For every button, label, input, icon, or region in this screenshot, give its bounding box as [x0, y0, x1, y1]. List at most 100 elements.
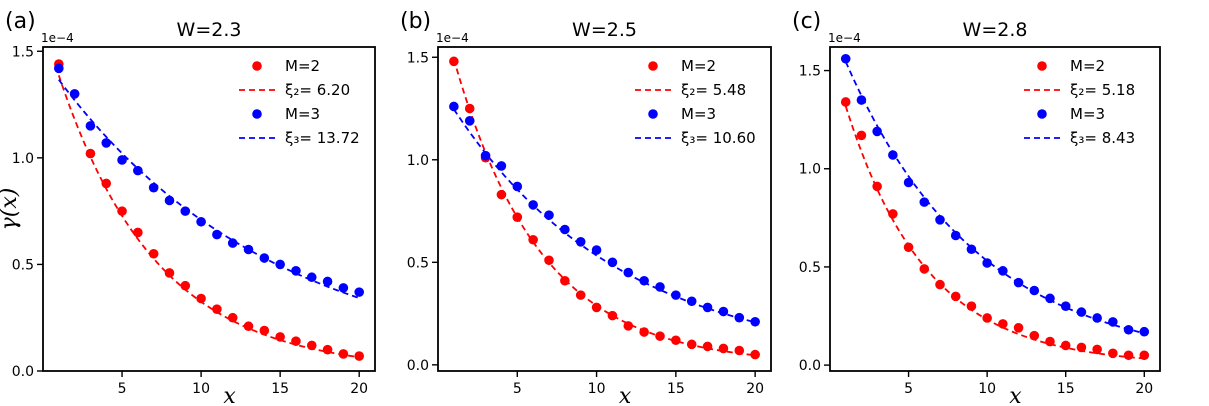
legend-label: M=3 — [1070, 105, 1105, 123]
data-point-m3 — [575, 237, 586, 247]
data-point-m2 — [734, 345, 745, 356]
data-point-m3 — [133, 165, 143, 176]
legend-marker — [252, 109, 262, 119]
data-point-m3 — [227, 238, 238, 248]
legend: M=2 ξ₂= 5.48 M=3 ξ₃= 10.60 — [635, 57, 756, 147]
data-point-m2 — [133, 227, 143, 238]
data-point-m3 — [54, 63, 64, 74]
legend-marker — [1037, 109, 1047, 119]
y-tick-label: 0.5 — [12, 257, 34, 273]
data-point-m3 — [85, 121, 96, 131]
x-tick-label: 10 — [588, 381, 606, 397]
y-tick-label: 1.0 — [407, 153, 429, 169]
y-tick-label: 1.0 — [12, 151, 34, 167]
data-point-m3 — [1108, 317, 1118, 327]
data-point-m3 — [101, 138, 112, 148]
data-point-m3 — [591, 245, 602, 255]
x-tick-label: 15 — [1057, 381, 1075, 397]
data-point-m3 — [560, 224, 570, 235]
data-point-m3 — [512, 181, 523, 192]
data-point-m2 — [196, 293, 206, 304]
data-point-m3 — [117, 155, 127, 165]
axes-frame — [829, 46, 1161, 372]
data-point-m2 — [840, 97, 851, 107]
y-exponent-label: 1e−4 — [41, 31, 74, 45]
data-point-m2 — [856, 130, 867, 141]
data-point-m2 — [1029, 330, 1040, 341]
legend-label: ξ₃= 13.72 — [285, 129, 360, 147]
data-point-m2 — [903, 242, 914, 253]
data-point-m3 — [998, 266, 1008, 276]
data-point-m3 — [148, 182, 159, 193]
y-tick-label: 0.5 — [407, 255, 429, 271]
y-exponent-label: 1e−4 — [436, 31, 469, 45]
panel-label: (b) — [400, 9, 431, 34]
x-tick-label: 20 — [350, 381, 368, 397]
data-point-m3 — [702, 302, 713, 313]
data-point-m2 — [464, 103, 475, 114]
panel-label: (a) — [5, 9, 36, 34]
data-point-m3 — [718, 306, 729, 317]
data-point-m2 — [1123, 350, 1134, 361]
data-point-m3 — [449, 101, 459, 112]
data-point-m3 — [840, 53, 851, 64]
axes-frame — [437, 46, 772, 372]
data-point-m2 — [1076, 342, 1087, 353]
y-tick-label: 0.0 — [12, 364, 34, 380]
x-tick-label: 10 — [192, 381, 210, 397]
legend-label: ξ₂= 6.20 — [285, 81, 350, 99]
data-point-m3 — [338, 283, 349, 293]
data-point-m3 — [623, 267, 634, 278]
data-point-m3 — [888, 150, 898, 160]
chart-title: W=2.8 — [963, 19, 1028, 41]
chart-panel-2: (b) W=2.5 1e−4 5 10 15 20 0.0 0.5 1.0 1.5 x M=2 ξ₂= 5… — [400, 9, 772, 406]
y-tick-label: 1.5 — [12, 44, 34, 60]
data-point-m2 — [607, 310, 618, 321]
y-tick-label: 1.0 — [799, 162, 821, 178]
x-tick-label: 5 — [513, 381, 522, 397]
data-point-m3 — [935, 215, 945, 225]
legend-marker — [252, 61, 262, 71]
data-point-m3 — [966, 244, 977, 255]
data-point-m3 — [686, 296, 697, 307]
x-tick-label: 15 — [667, 381, 685, 397]
data-point-m2 — [1060, 340, 1071, 351]
data-point-m2 — [354, 351, 364, 361]
x-tick-label: 20 — [1135, 381, 1153, 397]
data-point-m3 — [919, 197, 930, 207]
data-point-m3 — [1029, 285, 1040, 296]
legend-marker — [648, 61, 658, 71]
data-point-m2 — [1108, 348, 1118, 359]
chart-title: W=2.3 — [177, 19, 242, 41]
legend-label: M=2 — [681, 57, 716, 75]
data-point-m3 — [750, 316, 760, 327]
x-axis-label: x — [619, 384, 632, 406]
data-point-m2 — [528, 234, 538, 245]
data-point-m3 — [982, 258, 992, 268]
data-point-m2 — [1045, 336, 1055, 347]
data-point-m2 — [117, 206, 127, 216]
data-point-m2 — [512, 212, 523, 223]
data-point-m3 — [856, 95, 867, 105]
data-point-m2 — [872, 181, 882, 192]
data-point-m3 — [496, 161, 507, 171]
data-point-m2 — [750, 349, 760, 360]
y-tick-label: 1.5 — [407, 50, 429, 66]
data-point-m3 — [259, 253, 270, 263]
data-point-m2 — [919, 264, 930, 274]
legend-label: ξ₃= 10.60 — [681, 129, 756, 147]
legend: M=2 ξ₂= 5.18 M=3 ξ₃= 8.43 — [1024, 57, 1135, 147]
data-point-m2 — [1139, 350, 1150, 361]
data-point-m2 — [671, 335, 681, 346]
data-point-m3 — [243, 244, 254, 255]
data-point-m3 — [1123, 324, 1134, 335]
data-point-m2 — [148, 248, 159, 259]
data-point-m2 — [686, 339, 697, 350]
data-point-m3 — [1060, 301, 1071, 312]
x-tick-label: 10 — [978, 381, 996, 397]
data-point-m2 — [212, 304, 222, 314]
data-point-m2 — [888, 209, 898, 219]
legend-label: ξ₂= 5.18 — [1070, 81, 1135, 99]
data-point-m2 — [623, 321, 634, 331]
